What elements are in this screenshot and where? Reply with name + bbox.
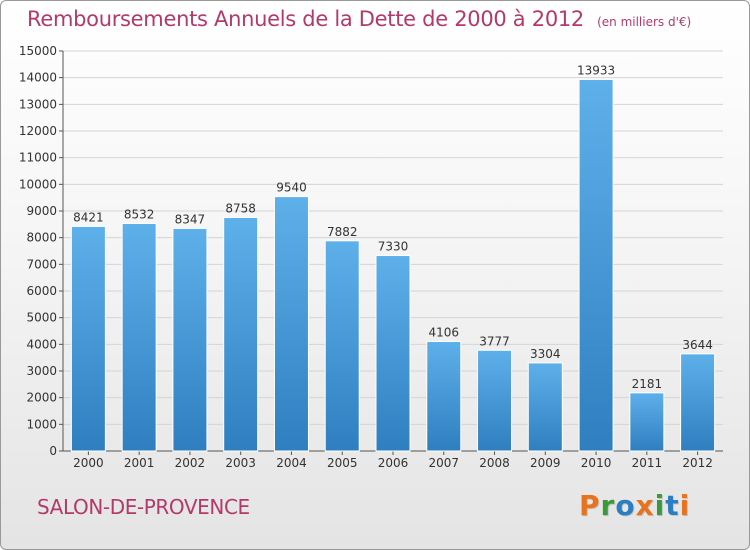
value-label: 3644 [682,338,713,352]
y-tick-label: 3000 [26,364,57,378]
y-tick-label: 0 [49,444,57,458]
brand-letter: i [679,489,691,522]
bar-2012 [680,353,716,452]
y-tick-label: 14000 [19,71,57,85]
y-tick-label: 8000 [26,231,57,245]
value-label: 7882 [327,225,358,239]
bar-2000 [70,225,106,452]
x-tick-label: 2006 [378,456,409,470]
x-tick-label: 2004 [276,456,307,470]
value-label: 7330 [378,240,409,254]
x-tick-label: 2010 [581,456,612,470]
y-tick-label: 4000 [26,337,57,351]
labels: 0 1000 2000 3000 4000 5000 6000 7000 8000 9000 100… [19,44,713,470]
bar-2011 [629,392,665,452]
y-tick-label: 13000 [19,97,57,111]
title-row: Remboursements Annuels de la Dette de 20… [27,7,691,31]
y-tick-label: 6000 [26,284,57,298]
bar-2010 [578,78,614,452]
value-label: 4106 [428,326,459,340]
y-tick-label: 2000 [26,391,57,405]
bar-2001 [121,222,157,452]
bar-2008 [477,349,513,452]
brand-letter: x [635,489,655,522]
value-label: 3777 [479,334,510,348]
x-tick-label: 2012 [682,456,713,470]
y-tick-label: 10000 [19,177,57,191]
value-label: 3304 [530,347,561,361]
chart-unit-note: (en milliers d'€) [597,15,692,29]
value-label: 8347 [175,212,206,226]
brand-letter: t [665,489,680,522]
bar-2007 [426,341,462,452]
x-tick-label: 2009 [530,456,561,470]
x-tick-label: 2000 [73,456,104,470]
x-tick-label: 2002 [175,456,206,470]
x-tick-label: 2011 [632,456,663,470]
y-tick-label: 11000 [19,151,57,165]
bar-2009 [527,362,563,452]
bar-2006 [375,255,411,452]
bar-2003 [223,216,259,452]
city-name: SALON-DE-PROVENCE [37,495,250,519]
x-tick-label: 2007 [428,456,459,470]
x-tick-label: 2001 [124,456,155,470]
bar-2002 [172,227,208,452]
value-label: 8421 [73,210,104,224]
y-tick-label: 5000 [26,311,57,325]
brand-logo: Proxiti [579,489,690,522]
y-tick-label: 12000 [19,124,57,138]
bar-2004 [273,196,309,452]
y-tick-label: 7000 [26,257,57,271]
x-tick-label: 2005 [327,456,358,470]
brand-letter: P [579,489,601,522]
value-label: 2181 [632,377,663,391]
bars [70,78,716,452]
chart-title: Remboursements Annuels de la Dette de 20… [27,7,584,31]
y-tick-label: 9000 [26,204,57,218]
value-label: 13933 [577,63,615,77]
brand-letter: i [654,489,666,522]
value-label: 9540 [276,181,307,195]
y-tick-label: 1000 [26,417,57,431]
brand-letter: o [615,489,636,522]
brand-letter: r [600,489,616,522]
y-tick-label: 15000 [19,44,57,58]
x-tick-label: 2008 [479,456,510,470]
x-tick-label: 2003 [225,456,256,470]
value-label: 8532 [124,207,155,221]
value-label: 8758 [225,201,256,215]
bar-2005 [324,240,360,452]
